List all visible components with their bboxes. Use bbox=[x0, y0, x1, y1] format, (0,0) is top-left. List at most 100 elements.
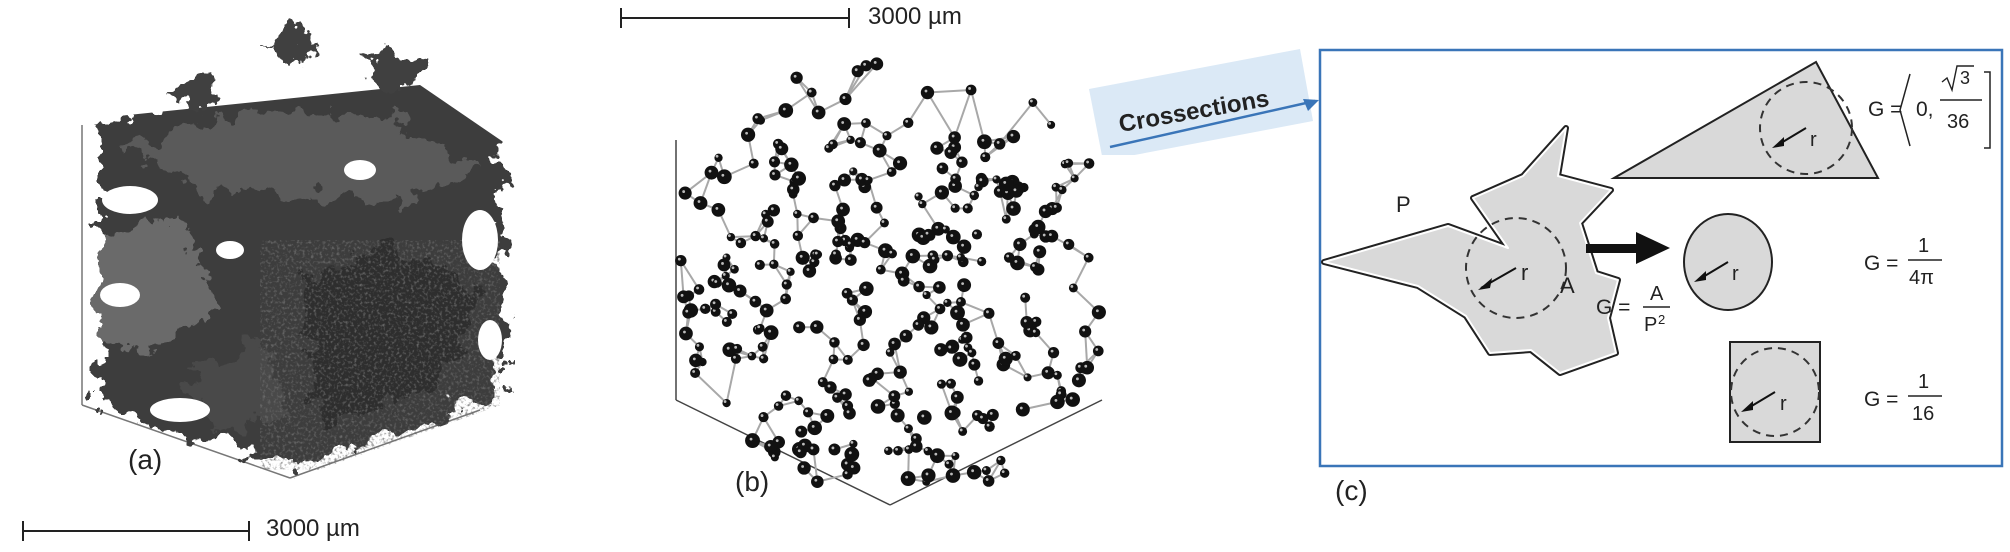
network-pore-highlight bbox=[1013, 188, 1017, 192]
network-pore-highlight bbox=[863, 120, 866, 123]
network-pore-highlight bbox=[888, 169, 892, 172]
network-pore bbox=[830, 249, 841, 260]
network-pore-highlight bbox=[1042, 208, 1046, 212]
network-pore bbox=[767, 204, 781, 217]
network-pore-highlight bbox=[797, 449, 801, 453]
network-pore bbox=[1079, 325, 1092, 338]
network-pore bbox=[951, 452, 960, 461]
network-pore bbox=[837, 173, 852, 187]
network-pore-highlight bbox=[944, 252, 948, 256]
network-pore bbox=[977, 256, 987, 267]
square-formula: G = 1 16 bbox=[1864, 371, 1942, 425]
network-throat bbox=[694, 372, 728, 404]
network-pore-highlight bbox=[771, 454, 775, 458]
network-pore-highlight bbox=[726, 282, 729, 286]
network-pore-highlight bbox=[950, 472, 953, 476]
network-pore-highlight bbox=[770, 261, 774, 265]
network-pore bbox=[847, 461, 861, 475]
network-pore bbox=[945, 378, 956, 389]
svg-text:36: 36 bbox=[1947, 111, 1969, 133]
network-pore bbox=[690, 367, 701, 378]
network-pore-highlight bbox=[897, 160, 900, 164]
network-pore bbox=[726, 232, 736, 242]
network-pore bbox=[996, 455, 1006, 466]
transform-arrow bbox=[1586, 232, 1670, 264]
network-pore bbox=[946, 343, 957, 354]
network-pore bbox=[857, 338, 870, 352]
network-pore bbox=[802, 264, 817, 278]
network-pore bbox=[722, 398, 731, 408]
network-pore-highlight bbox=[834, 394, 838, 398]
network-pore bbox=[921, 468, 936, 483]
network-pore-highlight bbox=[810, 446, 814, 450]
network-pore-highlight bbox=[1082, 328, 1086, 332]
network-pore bbox=[956, 317, 970, 332]
network-pore-highlight bbox=[1085, 254, 1089, 258]
network-pore-highlight bbox=[1001, 470, 1005, 474]
network-pore-highlight bbox=[692, 357, 696, 361]
network-pore bbox=[1020, 315, 1034, 329]
network-pore bbox=[711, 202, 726, 217]
network-pore-highlight bbox=[697, 200, 701, 203]
irregular-radius-label: r bbox=[1521, 260, 1528, 285]
network-pore-highlight bbox=[844, 290, 847, 294]
network-pore-highlight bbox=[985, 478, 989, 481]
triangle-formula: G = 0, 3 36 bbox=[1868, 65, 1991, 149]
network-pore bbox=[794, 446, 807, 459]
network-pore-highlight bbox=[1045, 369, 1049, 373]
network-pore-highlight bbox=[974, 231, 977, 235]
network-pore bbox=[820, 408, 835, 423]
network-pore bbox=[1030, 316, 1042, 328]
network-pore bbox=[678, 186, 692, 200]
network-pore-highlight bbox=[782, 296, 786, 299]
network-pore bbox=[811, 105, 826, 120]
square-cross-section: r bbox=[1729, 341, 1821, 443]
network-pore bbox=[870, 201, 883, 214]
network-pore-highlight bbox=[983, 467, 987, 471]
network-pore-highlight bbox=[841, 121, 845, 124]
network-pore bbox=[909, 440, 923, 453]
network-pore-highlight bbox=[921, 414, 925, 418]
network-pore-highlight bbox=[1032, 329, 1036, 333]
network-pore bbox=[1020, 292, 1031, 303]
network-pore-highlight bbox=[873, 204, 877, 208]
network-pore-highlight bbox=[771, 240, 775, 244]
network-pore-highlight bbox=[846, 410, 850, 414]
network-pore bbox=[813, 250, 823, 259]
network-pore-highlight bbox=[996, 141, 1000, 144]
network-pore bbox=[885, 347, 895, 357]
network-pore bbox=[886, 167, 897, 177]
network-pore-highlight bbox=[757, 325, 761, 329]
network-pore-highlight bbox=[974, 412, 978, 416]
network-pore-highlight bbox=[936, 284, 940, 288]
network-pore-highlight bbox=[931, 256, 935, 260]
network-pore-highlight bbox=[925, 448, 928, 451]
network-pore-highlight bbox=[715, 206, 719, 210]
network-pore bbox=[884, 446, 893, 456]
network-pore-highlight bbox=[794, 232, 798, 236]
network-pore bbox=[844, 254, 857, 266]
network-pore bbox=[862, 373, 876, 387]
network-pore bbox=[893, 445, 903, 456]
network-pore-highlight bbox=[832, 182, 835, 186]
network-pore bbox=[803, 407, 814, 418]
network-pore bbox=[880, 218, 889, 228]
network-pore-highlight bbox=[1071, 175, 1075, 179]
network-pore-highlight bbox=[905, 119, 909, 123]
network-pore bbox=[920, 85, 935, 100]
network-pore-highlight bbox=[968, 87, 971, 90]
network-pore bbox=[733, 284, 747, 298]
network-pore bbox=[682, 306, 695, 319]
network-pore bbox=[781, 279, 792, 290]
network-pore bbox=[754, 259, 765, 271]
network-pore bbox=[1006, 129, 1021, 144]
network-pore-highlight bbox=[842, 96, 846, 99]
network-pore-highlight bbox=[683, 330, 686, 334]
network-pore-highlight bbox=[721, 173, 725, 177]
network-pore-highlight bbox=[762, 211, 766, 215]
network-pore bbox=[929, 448, 945, 464]
network-pore-highlight bbox=[729, 311, 733, 314]
network-pore-highlight bbox=[895, 447, 898, 451]
network-pore-highlight bbox=[927, 263, 930, 266]
network-throat bbox=[725, 358, 737, 404]
